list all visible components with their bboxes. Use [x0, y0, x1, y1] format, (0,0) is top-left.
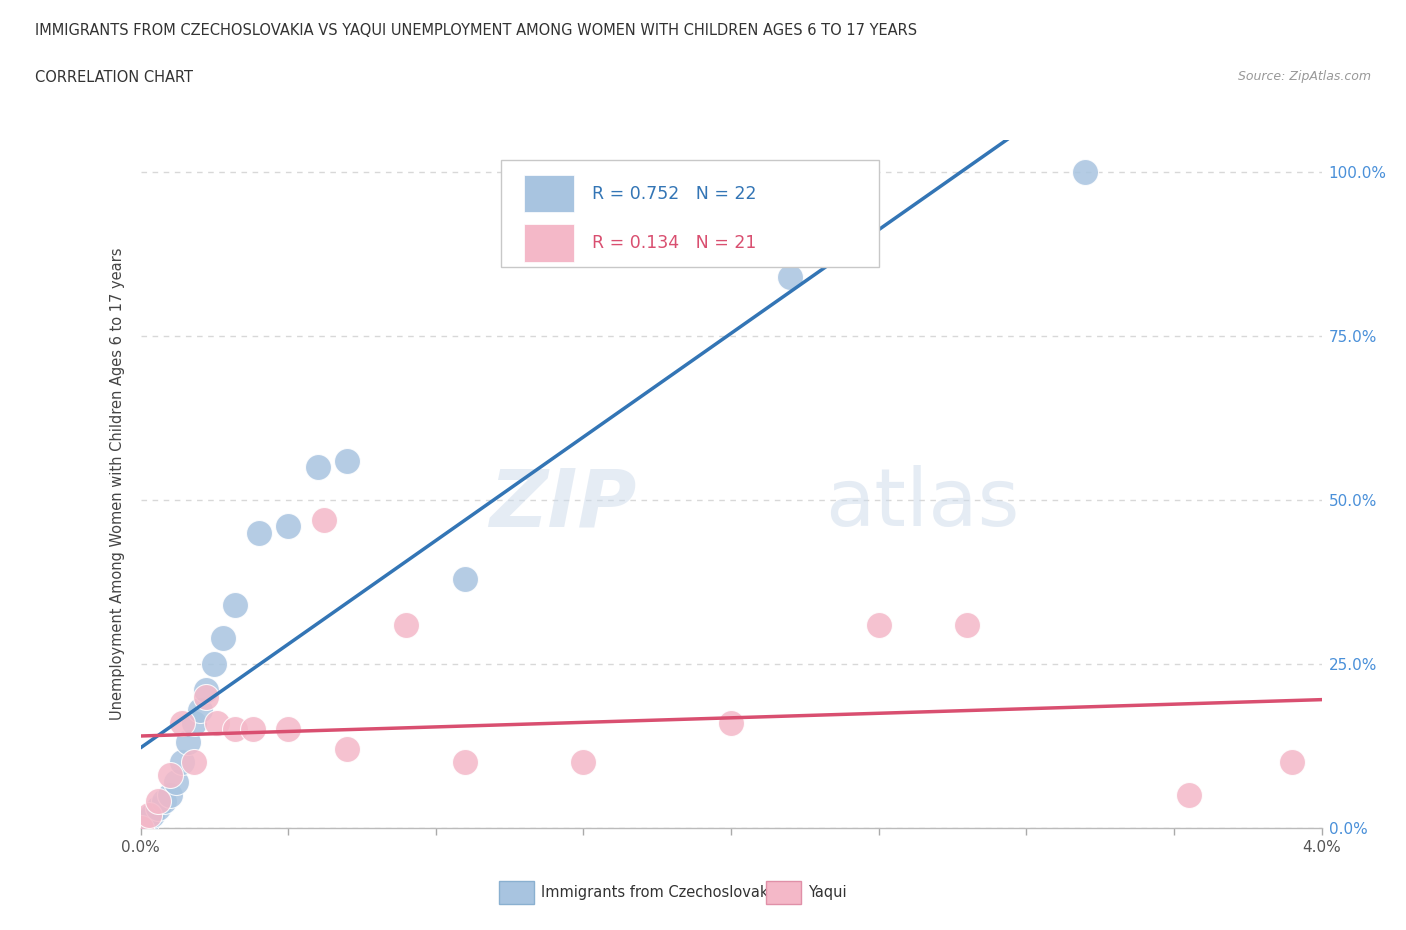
Point: [202, 657, 225, 671]
Point: [454, 755, 477, 770]
Point: [148, 794, 170, 809]
Point: [224, 722, 246, 737]
Point: [183, 715, 205, 730]
Text: R = 0.752   N = 22: R = 0.752 N = 22: [592, 184, 756, 203]
Text: CORRELATION CHART: CORRELATION CHART: [35, 70, 193, 85]
Text: Source: ZipAtlas.com: Source: ZipAtlas.com: [1237, 70, 1371, 83]
Text: Immigrants from Czechoslovakia: Immigrants from Czechoslovakia: [541, 885, 782, 900]
Point: [177, 735, 200, 750]
Point: [207, 715, 229, 730]
Point: [194, 683, 217, 698]
Point: [170, 715, 193, 730]
Point: [868, 618, 890, 632]
Point: [312, 512, 335, 527]
Point: [277, 722, 299, 737]
Point: [159, 788, 181, 803]
Point: [194, 689, 217, 704]
Text: ZIP: ZIP: [489, 465, 637, 543]
FancyBboxPatch shape: [524, 224, 574, 262]
Point: [336, 741, 359, 756]
Point: [247, 525, 270, 540]
Point: [1178, 788, 1201, 803]
Point: [1074, 165, 1097, 179]
Point: [170, 755, 193, 770]
Text: atlas: atlas: [825, 465, 1019, 543]
Point: [129, 820, 152, 835]
Text: R = 0.134   N = 21: R = 0.134 N = 21: [592, 234, 756, 252]
Point: [454, 571, 477, 586]
Text: IMMIGRANTS FROM CZECHOSLOVAKIA VS YAQUI UNEMPLOYMENT AMONG WOMEN WITH CHILDREN A: IMMIGRANTS FROM CZECHOSLOVAKIA VS YAQUI …: [35, 23, 917, 38]
Y-axis label: Unemployment Among Women with Children Ages 6 to 17 years: Unemployment Among Women with Children A…: [110, 247, 125, 720]
Point: [1281, 755, 1303, 770]
Point: [135, 814, 157, 829]
Point: [224, 597, 246, 612]
Point: [153, 794, 176, 809]
Point: [242, 722, 264, 737]
Point: [307, 459, 329, 474]
Point: [188, 702, 211, 717]
FancyBboxPatch shape: [524, 175, 574, 212]
Point: [165, 775, 187, 790]
Point: [779, 270, 801, 285]
Point: [141, 807, 163, 822]
Point: [395, 618, 418, 632]
Text: Yaqui: Yaqui: [808, 885, 846, 900]
Point: [129, 820, 152, 835]
Point: [956, 618, 979, 632]
Point: [336, 453, 359, 468]
Point: [212, 631, 235, 645]
Point: [159, 768, 181, 783]
Point: [148, 801, 170, 816]
Point: [277, 519, 299, 534]
Point: [720, 715, 742, 730]
FancyBboxPatch shape: [501, 160, 879, 267]
Point: [572, 755, 595, 770]
Point: [138, 807, 160, 822]
Point: [183, 755, 205, 770]
